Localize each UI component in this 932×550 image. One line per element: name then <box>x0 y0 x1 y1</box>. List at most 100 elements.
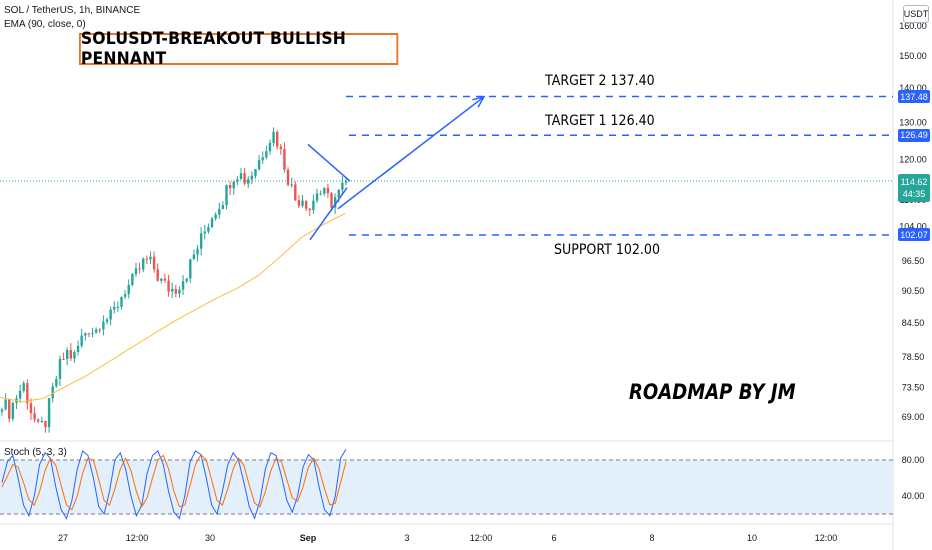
candle-body-81 <box>294 184 297 201</box>
support-label[interactable]: SUPPORT 102.00 <box>554 242 660 258</box>
projection-arrow-head <box>472 95 486 108</box>
candle-body-30 <box>109 309 112 320</box>
candle-body-85 <box>308 208 311 211</box>
candle-body-1 <box>4 399 7 410</box>
candle-body-36 <box>131 274 134 285</box>
target2-price-tag: 137.48 <box>898 90 930 104</box>
candle-body-52 <box>189 259 192 279</box>
target1-label[interactable]: TARGET 1 126.40 <box>545 113 655 129</box>
candle-body-62 <box>225 184 228 206</box>
candle-body-68 <box>247 179 250 184</box>
candle-body-77 <box>279 146 283 150</box>
candle-body-87 <box>315 193 319 201</box>
candle-body-74 <box>268 142 272 152</box>
candle-body-55 <box>199 233 203 249</box>
candle-body-48 <box>174 289 178 294</box>
candle-body-78 <box>283 149 286 170</box>
candle-body-49 <box>178 289 181 294</box>
candle-body-86 <box>312 200 315 211</box>
candle-body-13 <box>47 398 51 428</box>
candle-body-92 <box>333 197 337 208</box>
stoch-axis-tick-1: 40.00 <box>902 491 925 501</box>
last-price-tag: 114.62 44:35 <box>898 174 930 203</box>
candle-body-7 <box>26 383 29 404</box>
ema-indicator-label[interactable]: EMA (90, close, 0) <box>4 19 86 30</box>
price-axis-tick-11: 73.50 <box>902 383 925 393</box>
symbol-header[interactable]: SOL / TetherUS, 1h, BINANCE <box>4 5 141 16</box>
candle-body-93 <box>337 189 340 198</box>
candle-body-38 <box>138 268 141 270</box>
chart-title-box[interactable]: SOLUSDT-BREAKOUT BULLISH PENNANT <box>79 29 399 69</box>
target1-price-tag: 126.49 <box>898 128 930 142</box>
candle-body-17 <box>62 358 65 360</box>
pennant-upper-line <box>307 143 351 182</box>
bar-countdown: 44:35 <box>902 189 926 200</box>
candle-body-53 <box>192 254 196 260</box>
price-axis-tick-4: 120.00 <box>899 155 927 165</box>
candle-body-61 <box>221 205 225 210</box>
candle-body-70 <box>254 169 257 176</box>
candle-body-76 <box>276 131 279 147</box>
candle-body-29 <box>105 319 109 322</box>
candle-body-43 <box>156 269 159 281</box>
candle-body-15 <box>55 378 58 387</box>
candle-body-94 <box>341 182 344 190</box>
candle-body-35 <box>127 284 130 295</box>
candle-body-27 <box>98 329 101 331</box>
candle-body-14 <box>51 386 54 399</box>
candle-body-9 <box>33 413 36 420</box>
candle-body-90 <box>326 188 330 194</box>
price-axis-tick-3: 130.00 <box>899 118 927 128</box>
candle-body-63 <box>228 184 232 189</box>
candle-body-24 <box>87 333 91 335</box>
candle-body-54 <box>196 248 199 255</box>
candle-body-22 <box>80 335 83 346</box>
candle-body-41 <box>149 256 152 260</box>
price-axis-tick-10: 78.50 <box>902 352 925 362</box>
candle-body-40 <box>145 258 149 260</box>
candle-body-19 <box>69 350 72 359</box>
candle-body-88 <box>319 193 322 195</box>
candle-body-84 <box>304 200 308 209</box>
price-axis-tick-6: 104.00 <box>899 221 927 231</box>
currency-button[interactable]: USDT <box>903 5 929 23</box>
time-axis-tick-5: 12:00 <box>470 533 493 543</box>
time-axis-tick-8: 10 <box>747 533 757 543</box>
candle-body-34 <box>123 294 127 297</box>
price-axis-tick-8: 90.50 <box>902 286 925 296</box>
stoch-indicator-label[interactable]: Stoch (5, 3, 3) <box>4 447 67 458</box>
price-axis-tick-2: 140.00 <box>899 83 927 93</box>
target2-label[interactable]: TARGET 2 137.40 <box>545 73 655 89</box>
candle-body-51 <box>185 278 188 282</box>
candle-body-0 <box>0 409 4 412</box>
candle-body-25 <box>91 332 94 334</box>
candle-body-42 <box>152 256 156 270</box>
candle-body-57 <box>207 227 210 232</box>
candle-body-2 <box>8 399 11 419</box>
candle-body-23 <box>84 333 87 336</box>
candle-body-59 <box>214 214 217 219</box>
candle-body-5 <box>18 390 22 399</box>
price-axis-tick-12: 69.00 <box>902 412 925 422</box>
candle-body-11 <box>40 421 44 423</box>
stoch-d-line <box>1 453 347 511</box>
candle-body-66 <box>239 173 243 180</box>
candle-body-44 <box>160 278 163 281</box>
candle-body-28 <box>102 321 105 330</box>
time-axis-tick-7: 8 <box>649 533 654 543</box>
candle-body-67 <box>243 173 246 184</box>
ema-line <box>0 213 346 403</box>
time-axis-tick-3: Sep <box>300 533 317 543</box>
candle-body-32 <box>116 306 120 308</box>
candle-body-80 <box>290 184 293 186</box>
candle-body-26 <box>94 329 98 333</box>
stoch-k-line <box>1 448 347 520</box>
roadmap-label[interactable]: ROADMAP BY JM <box>629 380 796 404</box>
candle-body-33 <box>120 296 123 307</box>
price-axis-tick-9: 84.50 <box>902 318 925 328</box>
price-axis-tick-0: 160.00 <box>899 21 927 31</box>
candle-body-58 <box>210 218 214 228</box>
candle-body-20 <box>73 352 76 359</box>
candle-body-8 <box>29 403 33 414</box>
